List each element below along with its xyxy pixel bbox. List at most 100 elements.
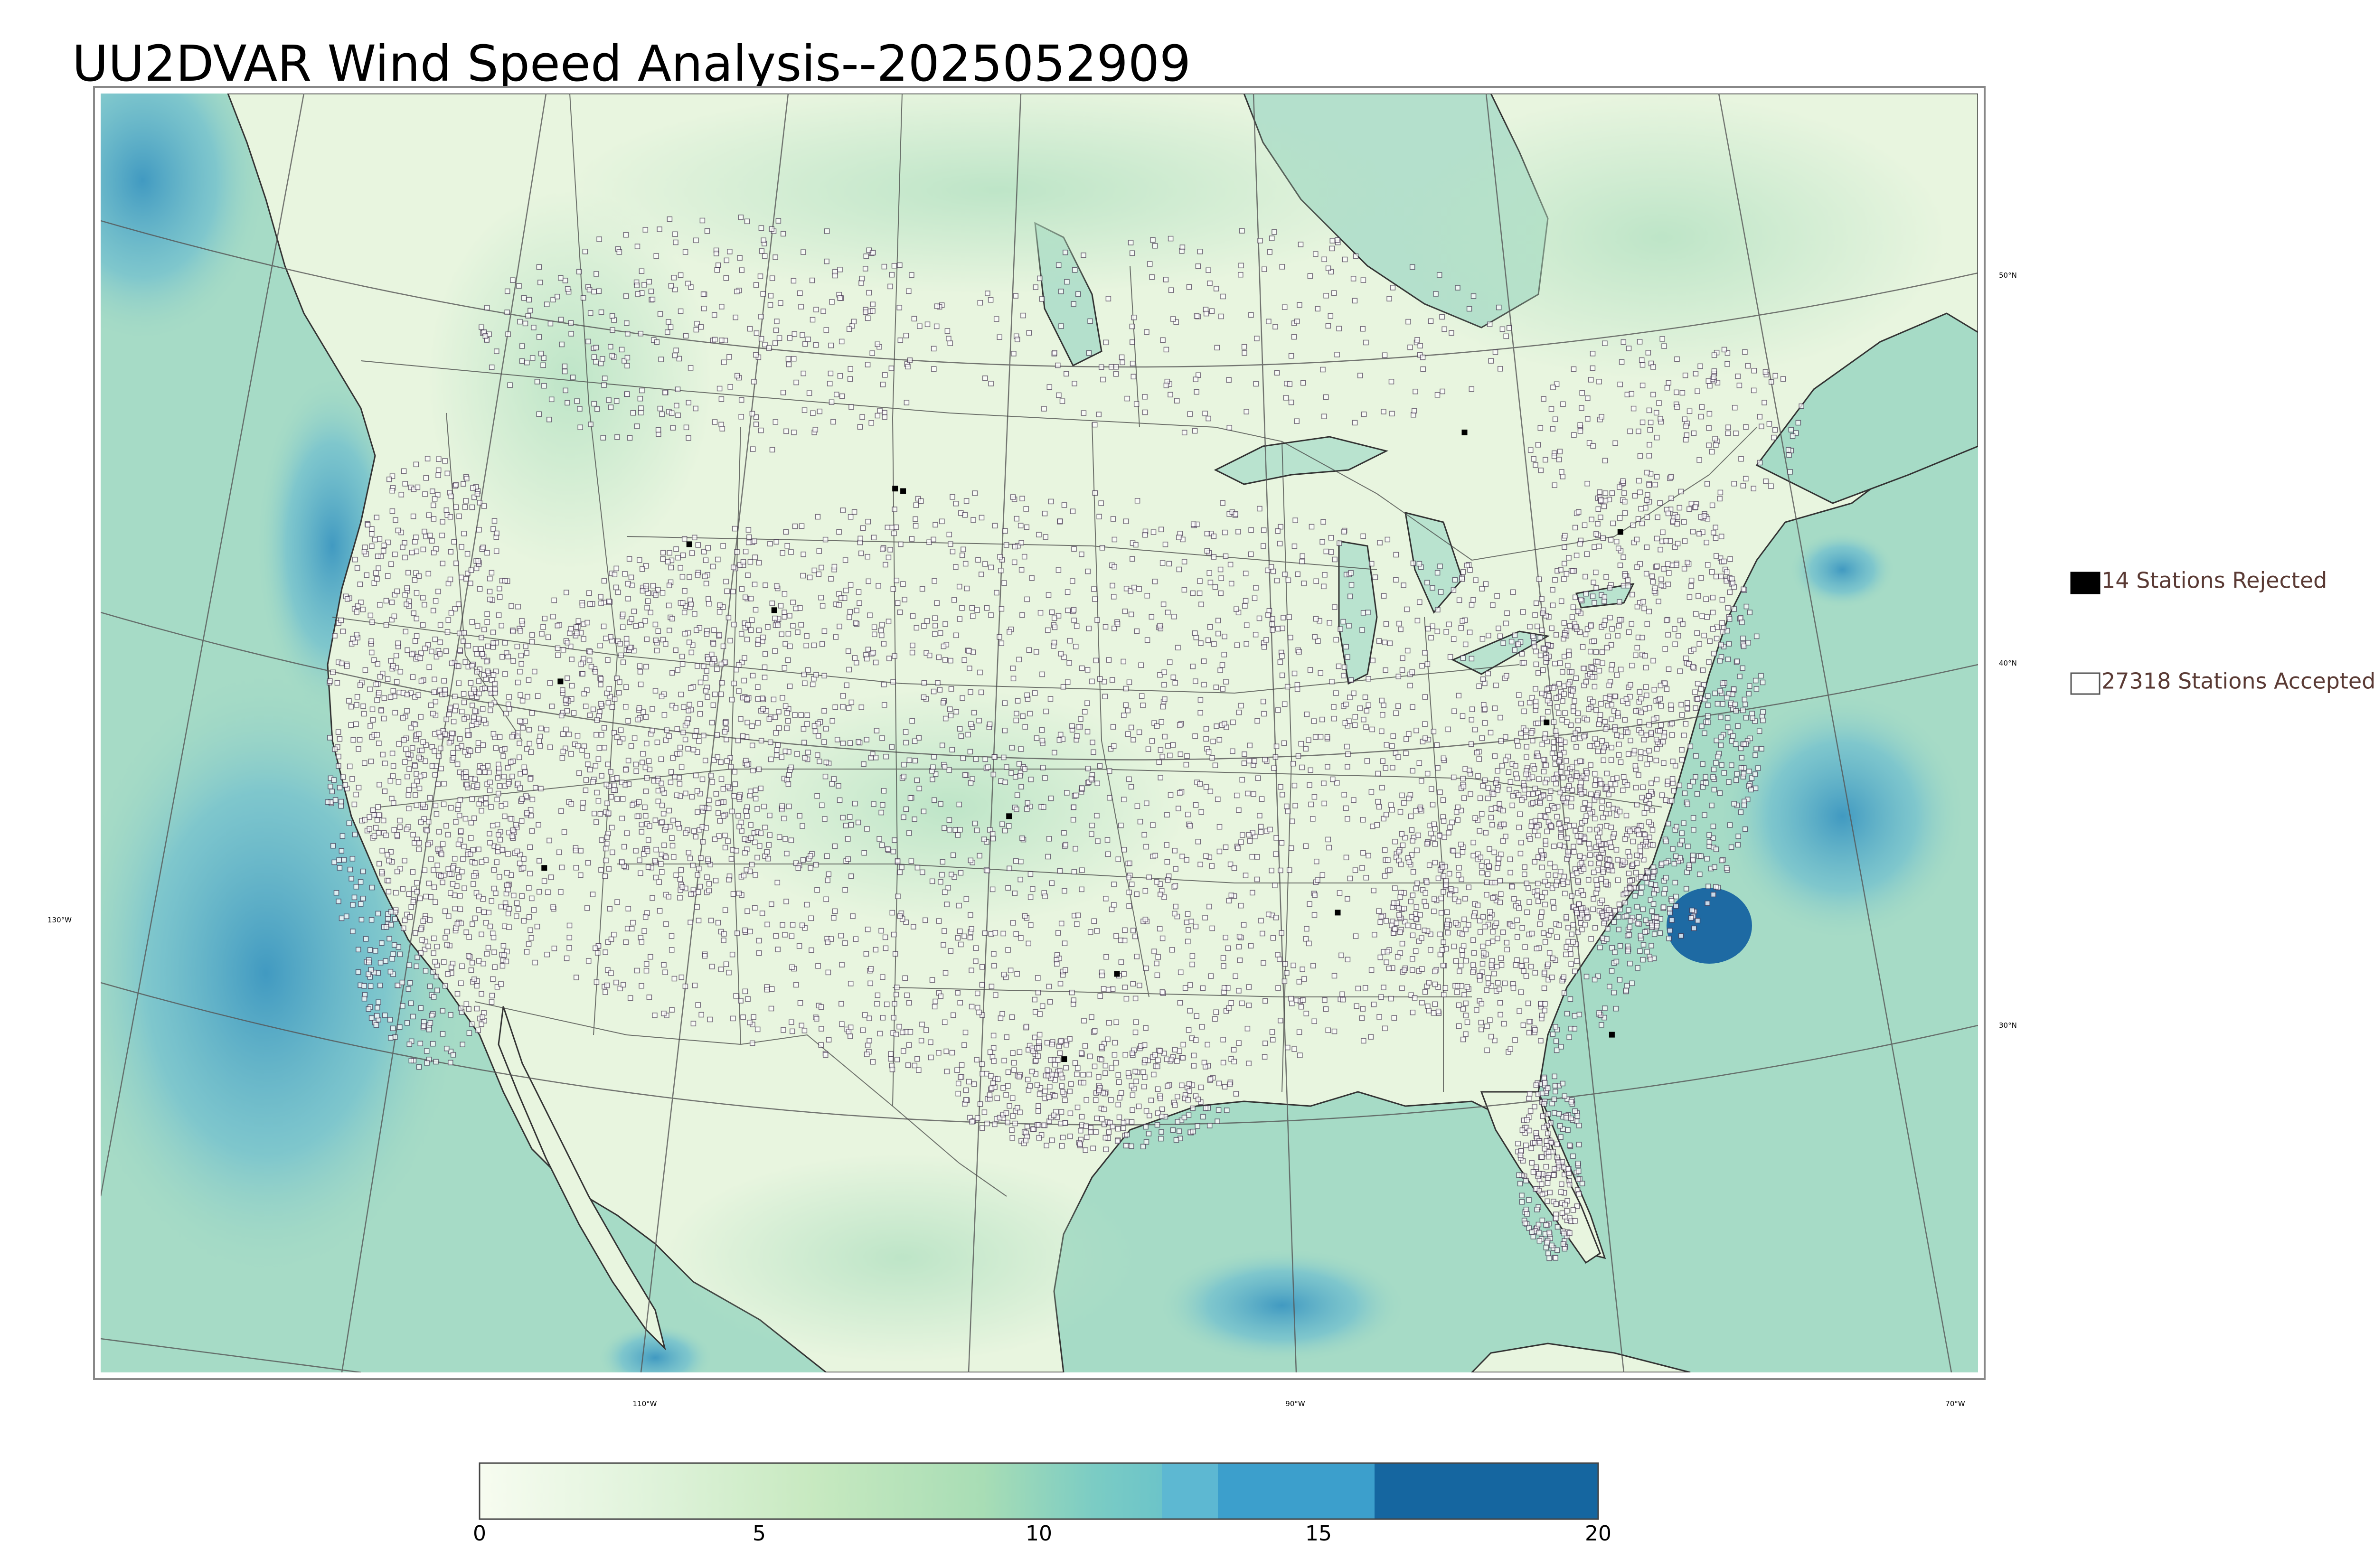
station-accepted-marker [1246, 1061, 1252, 1066]
station-accepted-marker [1325, 1027, 1331, 1033]
station-accepted-marker [1428, 830, 1434, 836]
station-accepted-marker [1644, 497, 1650, 503]
station-accepted-marker [520, 865, 527, 871]
station-accepted-marker [1236, 709, 1242, 715]
station-accepted-marker [1649, 827, 1656, 833]
station-accepted-marker [505, 851, 511, 857]
station-accepted-marker [772, 714, 778, 720]
station-accepted-marker [489, 570, 495, 576]
station-accepted-marker [973, 958, 979, 964]
station-accepted-marker [466, 934, 472, 940]
station-accepted-marker [1383, 621, 1389, 627]
station-accepted-marker [537, 889, 542, 895]
station-accepted-marker [1558, 769, 1564, 775]
station-accepted-marker [1625, 582, 1631, 589]
station-accepted-marker [847, 814, 853, 820]
station-accepted-marker [1573, 624, 1579, 629]
station-accepted-marker [1688, 915, 1694, 921]
station-accepted-marker [1622, 836, 1628, 842]
station-accepted-marker [1579, 860, 1584, 866]
station-accepted-marker [645, 837, 651, 843]
station-accepted-marker [1553, 873, 1558, 878]
station-accepted-marker [1230, 748, 1235, 754]
station-accepted-marker [509, 773, 515, 779]
station-accepted-marker [1530, 800, 1536, 806]
station-accepted-marker [1571, 849, 1577, 855]
station-accepted-marker [490, 526, 496, 532]
station-accepted-marker [487, 779, 493, 785]
station-accepted-marker [568, 626, 574, 632]
station-accepted-marker [608, 936, 614, 942]
station-accepted-marker [825, 877, 830, 883]
station-accepted-marker [625, 906, 631, 911]
station-accepted-marker [1588, 936, 1594, 942]
station-accepted-marker [1583, 573, 1588, 580]
station-accepted-marker [1504, 947, 1510, 953]
station-accepted-marker [1398, 890, 1404, 896]
station-accepted-marker [880, 802, 886, 808]
station-accepted-marker [1493, 682, 1499, 688]
station-accepted-marker [1391, 900, 1397, 906]
station-accepted-marker [413, 535, 419, 540]
station-accepted-marker [1071, 869, 1077, 875]
station-accepted-marker [1294, 682, 1300, 688]
station-accepted-marker [1571, 708, 1576, 714]
station-accepted-marker [417, 773, 424, 779]
station-accepted-marker [1094, 813, 1100, 818]
station-accepted-marker [709, 651, 715, 657]
station-accepted-marker [832, 843, 838, 849]
station-accepted-marker [1049, 609, 1055, 615]
station-accepted-marker [402, 540, 407, 546]
station-accepted-marker [1190, 664, 1196, 669]
station-accepted-marker [1642, 653, 1648, 659]
station-accepted-marker [429, 648, 434, 655]
station-accepted-marker [1199, 1024, 1205, 1030]
station-accepted-marker [430, 608, 436, 613]
station-accepted-marker [1008, 770, 1014, 776]
station-accepted-marker [1656, 599, 1661, 604]
station-accepted-marker [1684, 705, 1690, 711]
station-accepted-marker [528, 927, 533, 933]
station-accepted-marker [1544, 686, 1550, 692]
station-accepted-marker [1683, 655, 1689, 661]
station-accepted-marker [1568, 777, 1574, 782]
station-accepted-marker [1585, 877, 1592, 883]
station-accepted-marker [932, 1004, 938, 1010]
station-accepted-marker [372, 948, 378, 954]
station-accepted-marker [1541, 757, 1546, 762]
station-accepted-marker [643, 961, 650, 967]
station-accepted-marker [813, 862, 819, 868]
station-accepted-marker [1740, 707, 1746, 714]
station-accepted-marker [889, 744, 895, 750]
station-accepted-marker [1593, 569, 1599, 575]
station-accepted-marker [1664, 686, 1670, 692]
station-accepted-marker [1542, 969, 1547, 976]
station-accepted-marker [879, 632, 885, 638]
station-accepted-marker [842, 557, 848, 563]
station-accepted-marker [1460, 618, 1465, 624]
station-accepted-marker [807, 574, 813, 581]
station-accepted-marker [484, 658, 490, 665]
station-accepted-marker [590, 706, 596, 713]
station-accepted-marker [586, 590, 592, 596]
station-accepted-marker [1735, 833, 1741, 839]
station-accepted-marker [1379, 728, 1385, 734]
station-accepted-marker [757, 843, 763, 849]
station-accepted-marker [1547, 861, 1553, 866]
station-accepted-marker [798, 712, 804, 718]
station-accepted-marker [528, 935, 534, 941]
station-accepted-marker [433, 699, 439, 704]
station-accepted-marker [1571, 736, 1577, 742]
station-accepted-marker [1079, 551, 1084, 557]
station-accepted-marker [452, 694, 458, 699]
station-accepted-marker [1438, 910, 1444, 916]
station-accepted-marker [393, 653, 399, 658]
station-accepted-marker [623, 939, 629, 945]
station-accepted-marker [487, 840, 493, 845]
station-accepted-marker [877, 1031, 883, 1037]
station-accepted-marker [1531, 644, 1537, 649]
station-accepted-marker [1452, 577, 1458, 583]
station-accepted-marker [374, 576, 380, 582]
station-accepted-marker [891, 931, 897, 938]
station-accepted-marker [371, 812, 377, 818]
